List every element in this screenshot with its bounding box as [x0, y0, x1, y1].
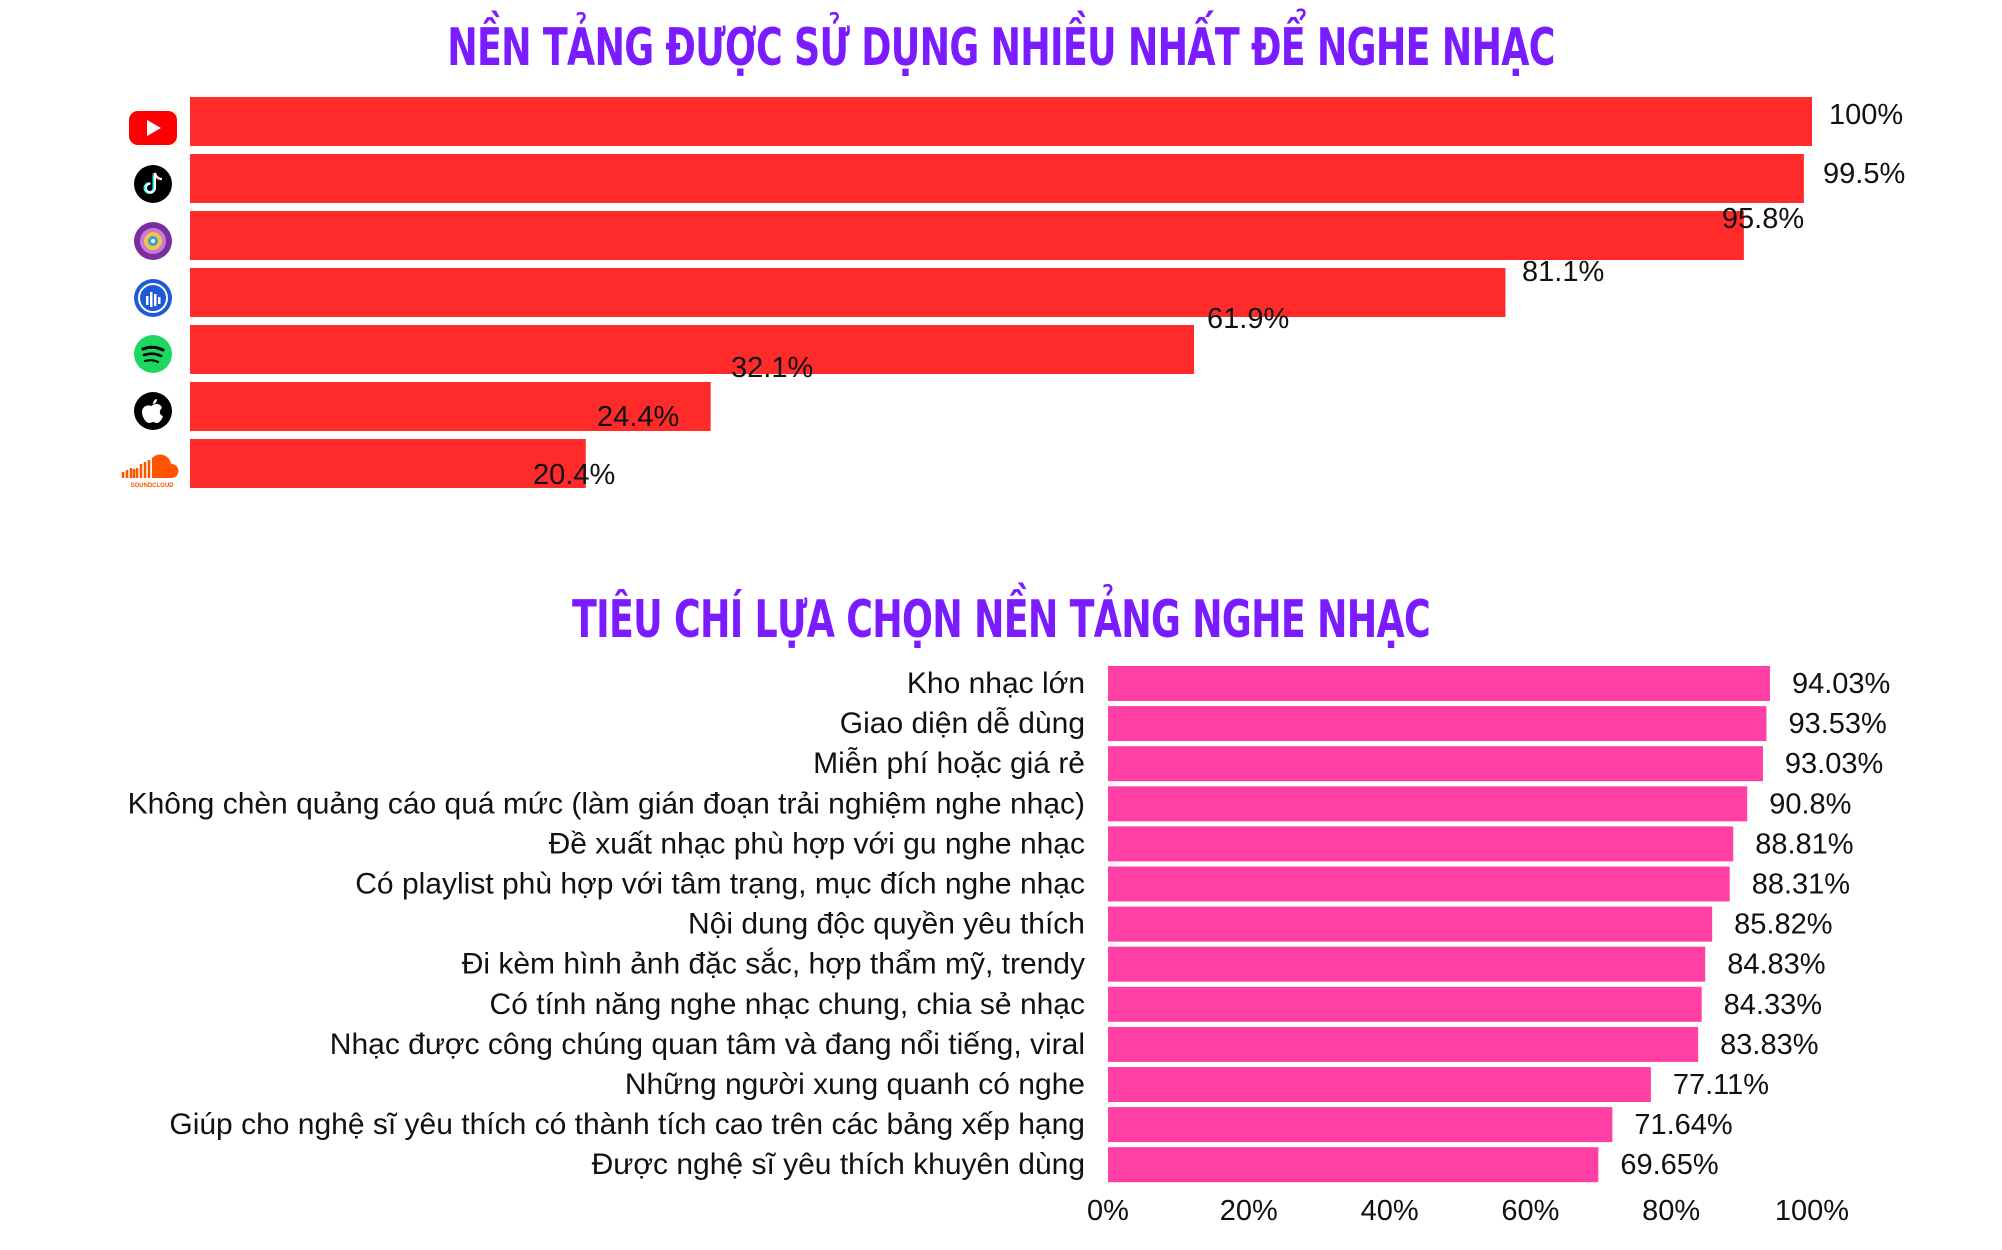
criteria-bar [1108, 906, 1713, 942]
music-app-icon [125, 217, 181, 265]
criteria-bar [1108, 986, 1702, 1022]
criteria-bar [1108, 746, 1763, 782]
podcast-icon [125, 274, 181, 322]
x-axis-tick-label: 100% [1775, 1195, 1849, 1227]
platform-bar [190, 268, 1506, 317]
platform-value-label: 100% [1829, 99, 1903, 131]
chart-1-title: NỀN TẢNG ĐƯỢC SỬ DỤNG NHIỀU NHẤT ĐỂ NGHE… [447, 18, 1555, 78]
criteria-bar [1108, 1147, 1599, 1183]
spotify-icon [125, 330, 181, 378]
platform-value-label: 99.5% [1823, 158, 1905, 190]
criteria-bar [1108, 666, 1770, 701]
platform-bar [190, 325, 1195, 374]
platform-bar [190, 97, 1812, 146]
platform-bar [190, 439, 586, 488]
criteria-label: Kho nhạc lớn [907, 667, 1085, 700]
criteria-bar [1108, 1067, 1651, 1102]
x-axis-tick-label: 80% [1642, 1195, 1700, 1227]
selection-criteria-bar-chart: Kho nhạc lớn 94.03% Giao diện dễ dùng 93.53… [128, 666, 1890, 1227]
soundcloud-icon: SOUNDCLOUD [117, 444, 187, 492]
platform-value-label: 81.1% [1522, 256, 1604, 288]
criteria-value-label: 84.33% [1724, 989, 1822, 1021]
x-axis-tick-label: 60% [1501, 1195, 1559, 1227]
criteria-value-label: 83.83% [1720, 1029, 1818, 1061]
criteria-label: Những người xung quanh có nghe [625, 1068, 1085, 1101]
criteria-value-label: 93.53% [1788, 708, 1886, 740]
criteria-value-label: 88.81% [1755, 828, 1853, 860]
criteria-label: Được nghệ sĩ yêu thích khuyên dùng [592, 1148, 1085, 1181]
criteria-bar [1108, 866, 1730, 902]
criteria-bar [1108, 946, 1706, 982]
criteria-label: Nhạc được công chúng quan tâm và đang nổ… [330, 1028, 1085, 1061]
youtube-icon [125, 104, 181, 152]
platform-value-label: 20.4% [533, 459, 615, 491]
criteria-label: Có tính năng nghe nhạc chung, chia sẻ nh… [490, 988, 1085, 1021]
criteria-bar [1108, 1107, 1613, 1143]
criteria-value-label: 69.65% [1620, 1149, 1718, 1181]
criteria-label: Có playlist phù hợp với tâm trạng, mục đ… [355, 868, 1085, 901]
platform-value-label: 61.9% [1207, 303, 1289, 335]
criteria-bar [1108, 1026, 1699, 1062]
criteria-label: Không chèn quảng cáo quá mức (làm gián đ… [128, 787, 1085, 820]
criteria-bar [1108, 826, 1734, 862]
criteria-value-label: 71.64% [1634, 1109, 1732, 1141]
x-axis-tick-label: 0% [1087, 1195, 1129, 1227]
criteria-value-label: 84.83% [1727, 949, 1825, 981]
criteria-label: Giúp cho nghệ sĩ yêu thích có thành tích… [169, 1108, 1085, 1141]
criteria-value-label: 77.11% [1673, 1069, 1769, 1101]
apple-music-icon [125, 387, 181, 435]
platform-value-label: 95.8% [1722, 203, 1804, 235]
x-axis-tick-label: 20% [1220, 1195, 1278, 1227]
platform-value-label: 24.4% [597, 401, 679, 433]
criteria-value-label: 93.03% [1785, 748, 1883, 780]
criteria-label: Miễn phí hoặc giá rẻ [813, 747, 1085, 780]
platform-usage-bar-chart: 100% 99.5% 95.8% 81.1% 61.9% 32.1% 24.4% 20.4% [190, 97, 1905, 491]
platform-bar [190, 382, 711, 431]
criteria-label: Nội dung độc quyền yêu thích [688, 908, 1085, 941]
criteria-value-label: 88.31% [1752, 869, 1850, 901]
criteria-label: Đi kèm hình ảnh đặc sắc, hợp thẩm mỹ, tr… [462, 948, 1085, 981]
criteria-label: Đề xuất nhạc phù hợp với gu nghe nhạc [549, 827, 1085, 860]
x-axis-tick-label: 40% [1361, 1195, 1419, 1227]
criteria-value-label: 85.82% [1734, 909, 1832, 941]
criteria-value-label: 90.8% [1769, 788, 1851, 820]
soundcloud-wordmark: SOUNDCLOUD [131, 483, 175, 489]
criteria-label: Giao diện dễ dùng [840, 707, 1085, 740]
tiktok-icon [125, 160, 181, 208]
platform-value-label: 32.1% [731, 352, 813, 384]
platform-bar [190, 154, 1804, 203]
platform-bar [190, 211, 1744, 260]
criteria-bar [1108, 706, 1767, 742]
criteria-bar [1108, 786, 1748, 822]
criteria-value-label: 94.03% [1792, 668, 1890, 700]
chart-2-title: TIÊU CHÍ LỰA CHỌN NỀN TẢNG NGHE NHẠC [571, 590, 1431, 650]
